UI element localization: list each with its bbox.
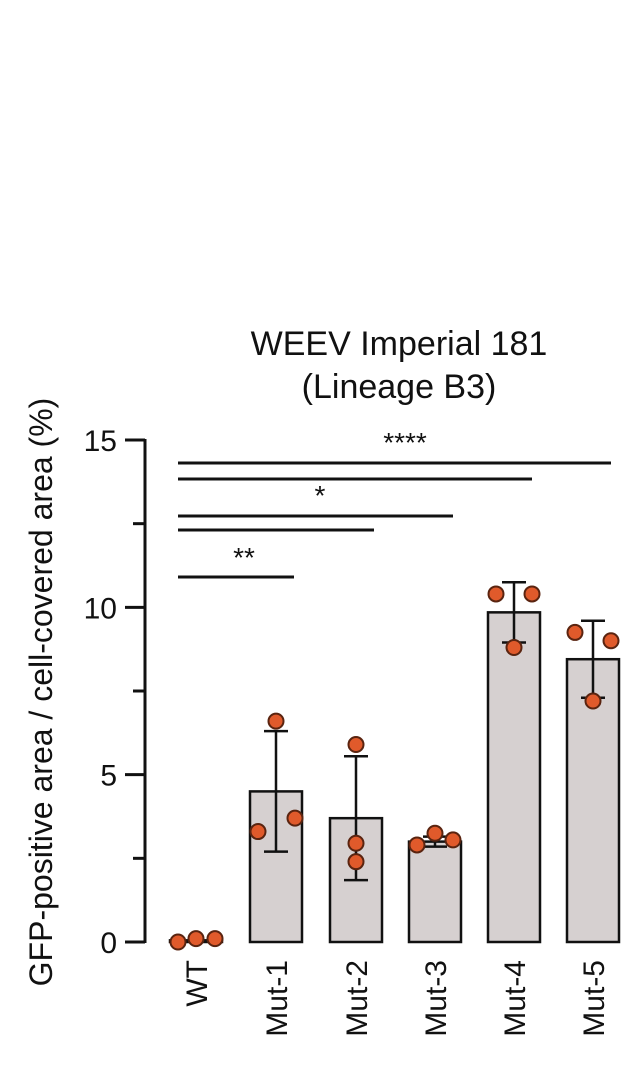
y-axis-label: GFP-positive area / cell-covered area (%… xyxy=(23,398,59,987)
data-point xyxy=(249,823,267,841)
significance-label: * xyxy=(315,480,326,511)
bars xyxy=(168,611,621,944)
data-point xyxy=(602,632,620,650)
x-tick-label: Mut-3 xyxy=(420,960,453,1037)
error-bars xyxy=(264,580,605,882)
significance-brackets: ******* xyxy=(178,427,611,579)
data-point xyxy=(347,834,365,852)
data-point xyxy=(444,831,462,849)
data-point xyxy=(206,930,224,948)
bar-mut-4 xyxy=(486,611,542,944)
data-point xyxy=(187,930,205,948)
data-point xyxy=(505,638,523,656)
x-tick-label: Mut-4 xyxy=(499,960,532,1037)
x-tick-label: Mut-1 xyxy=(261,960,294,1037)
chart-title-line-2: (Lineage B3) xyxy=(302,368,497,406)
data-point xyxy=(566,623,584,641)
significance-label: **** xyxy=(383,427,427,458)
y-tick-label: 0 xyxy=(100,927,117,960)
data-point xyxy=(487,585,505,603)
data-point xyxy=(408,836,426,854)
x-tick-label: Mut-5 xyxy=(578,960,611,1037)
data-point xyxy=(267,712,285,730)
x-tick-label: WT xyxy=(181,960,214,1007)
data-point xyxy=(347,736,365,754)
data-point xyxy=(584,692,602,710)
chart-title: WEEV Imperial 181 (Lineage B3) xyxy=(251,325,548,406)
x-tick-label: Mut-2 xyxy=(341,960,374,1037)
significance-label: ** xyxy=(233,542,255,573)
y-tick-label: 10 xyxy=(84,592,117,625)
data-point xyxy=(286,809,304,827)
chart-title-line-1: WEEV Imperial 181 xyxy=(251,325,548,363)
data-points xyxy=(169,585,620,951)
y-axis: 0 5 10 15 xyxy=(84,425,147,960)
y-tick-label: 15 xyxy=(84,425,117,458)
x-tick-labels: WT Mut-1 Mut-2 Mut-3 Mut-4 Mut-5 xyxy=(181,960,611,1037)
y-tick-label: 5 xyxy=(100,760,117,793)
data-point xyxy=(347,853,365,871)
data-point xyxy=(169,933,187,951)
data-point xyxy=(426,824,444,842)
bar-mut-3 xyxy=(407,840,463,944)
data-point xyxy=(523,585,541,603)
